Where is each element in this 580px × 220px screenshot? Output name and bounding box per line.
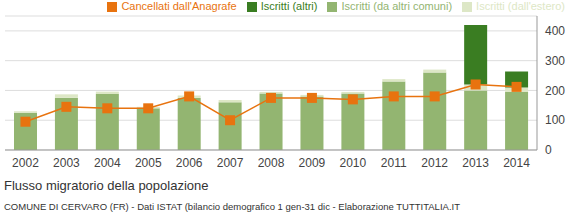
svg-text:2014: 2014 bbox=[503, 156, 530, 170]
svg-text:2004: 2004 bbox=[94, 156, 121, 170]
html-text:Cancellati dall'Anagrafe: Cancellati dall'Anagrafe bbox=[121, 0, 237, 12]
svg-text:2002: 2002 bbox=[12, 156, 39, 170]
svg-text:2008: 2008 bbox=[258, 156, 285, 170]
svg-text:200: 200 bbox=[545, 84, 565, 98]
html-text:Iscritti (da altri comuni): Iscritti (da altri comuni) bbox=[341, 0, 453, 12]
svg-text:300: 300 bbox=[545, 54, 565, 68]
svg-text:2013: 2013 bbox=[462, 156, 489, 170]
html-text:Flusso migratorio della popola: Flusso migratorio della popolazione bbox=[4, 178, 209, 193]
svg-text:2005: 2005 bbox=[135, 156, 162, 170]
svg-text:2006: 2006 bbox=[176, 156, 203, 170]
svg-text:100: 100 bbox=[545, 113, 565, 127]
svg-text:2009: 2009 bbox=[299, 156, 326, 170]
html-text:Iscritti (altri): Iscritti (altri) bbox=[260, 0, 318, 12]
html-text:COMUNE DI CERVARO (FR) - Dati: COMUNE DI CERVARO (FR) - Dati ISTAT (bil… bbox=[4, 201, 460, 212]
svg-text:2007: 2007 bbox=[217, 156, 244, 170]
html-text:Iscritti (dall'estero): Iscritti (dall'estero) bbox=[476, 0, 565, 12]
svg-text:2012: 2012 bbox=[421, 156, 448, 170]
svg-text:2010: 2010 bbox=[339, 156, 366, 170]
svg-text:400: 400 bbox=[545, 24, 565, 38]
svg-text:2003: 2003 bbox=[53, 156, 80, 170]
svg-text:0: 0 bbox=[545, 143, 552, 157]
svg-text:2011: 2011 bbox=[381, 156, 407, 170]
